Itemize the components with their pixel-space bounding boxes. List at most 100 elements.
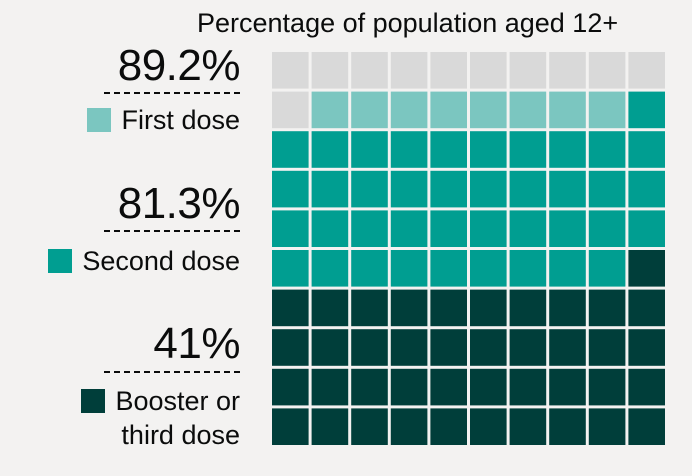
waffle-cell-second-dose xyxy=(628,91,665,129)
legend-label-second-dose: Second dose xyxy=(82,246,240,276)
waffle-cell-second-dose xyxy=(311,250,349,287)
waffle-cell-unvaccinated xyxy=(390,52,428,89)
waffle-cell-second-dose xyxy=(549,250,586,287)
waffle-cell-second-dose xyxy=(549,210,586,247)
waffle-cell-booster xyxy=(351,368,388,406)
waffle-cell-booster xyxy=(588,329,626,366)
waffle-cell-booster xyxy=(311,368,349,406)
waffle-cell-second-dose xyxy=(311,131,349,168)
waffle-cell-second-dose xyxy=(588,250,626,287)
waffle-cell-booster xyxy=(549,408,586,445)
waffle-cell-second-dose xyxy=(272,210,309,247)
waffle-cell-unvaccinated xyxy=(351,52,388,89)
waffle-cell-second-dose xyxy=(628,131,665,168)
waffle-cell-unvaccinated xyxy=(588,52,626,89)
waffle-cell-booster xyxy=(628,250,665,287)
waffle-cell-second-dose xyxy=(272,250,309,287)
waffle-cell-booster xyxy=(311,289,349,327)
waffle-cell-booster xyxy=(628,329,665,366)
waffle-cell-booster xyxy=(509,289,547,327)
waffle-cell-unvaccinated xyxy=(628,52,665,89)
waffle-cell-first-dose xyxy=(549,91,586,129)
waffle-cell-booster xyxy=(549,368,586,406)
waffle-cell-booster xyxy=(628,368,665,406)
waffle-cell-second-dose xyxy=(351,131,388,168)
waffle-cell-second-dose xyxy=(430,131,467,168)
waffle-cell-second-dose xyxy=(509,131,547,168)
waffle-cell-booster xyxy=(509,329,547,366)
waffle-cell-booster xyxy=(351,408,388,445)
first-dose-percent: 89.2% xyxy=(117,41,241,90)
waffle-cell-booster xyxy=(628,408,665,445)
waffle-cell-first-dose xyxy=(311,91,349,129)
waffle-cell-booster xyxy=(272,368,309,406)
waffle-cell-booster xyxy=(588,368,626,406)
waffle-cell-booster xyxy=(549,289,586,327)
waffle-cell-booster xyxy=(470,329,507,366)
waffle-cell-second-dose xyxy=(311,210,349,247)
legend-booster: Booster or third dose xyxy=(81,384,240,452)
waffle-cell-unvaccinated xyxy=(272,91,309,129)
waffle-cell-unvaccinated xyxy=(430,52,467,89)
waffle-cell-first-dose xyxy=(430,91,467,129)
booster-divider xyxy=(104,371,240,373)
legend-label-booster-line2: third dose xyxy=(121,420,240,450)
waffle-cell-second-dose xyxy=(390,210,428,247)
waffle-cell-first-dose xyxy=(588,91,626,129)
legend-second-dose: Second dose xyxy=(48,244,240,278)
waffle-cell-second-dose xyxy=(470,250,507,287)
waffle-cell-unvaccinated xyxy=(509,52,547,89)
booster-percent: 41% xyxy=(153,319,240,368)
waffle-cell-first-dose xyxy=(470,91,507,129)
waffle-cell-booster xyxy=(272,408,309,445)
legend-label-first-dose: First dose xyxy=(121,105,240,135)
waffle-cell-first-dose xyxy=(351,91,388,129)
waffle-cell-first-dose xyxy=(390,91,428,129)
waffle-cell-second-dose xyxy=(549,170,586,208)
waffle-cell-second-dose xyxy=(470,170,507,208)
waffle-cell-booster xyxy=(549,329,586,366)
waffle-cell-booster xyxy=(390,329,428,366)
waffle-cell-second-dose xyxy=(588,210,626,247)
first-dose-divider xyxy=(104,92,240,94)
waffle-cell-second-dose xyxy=(628,170,665,208)
waffle-cell-booster xyxy=(311,408,349,445)
waffle-cell-booster xyxy=(390,289,428,327)
waffle-cell-unvaccinated xyxy=(311,52,349,89)
legend-first-dose: First dose xyxy=(87,103,240,137)
waffle-cell-second-dose xyxy=(390,131,428,168)
waffle-cell-booster xyxy=(430,289,467,327)
waffle-cell-unvaccinated xyxy=(549,52,586,89)
waffle-cell-booster xyxy=(390,408,428,445)
waffle-cell-booster xyxy=(311,329,349,366)
waffle-cell-booster xyxy=(509,368,547,406)
waffle-cell-second-dose xyxy=(390,250,428,287)
waffle-cell-second-dose xyxy=(549,131,586,168)
waffle-cell-unvaccinated xyxy=(470,52,507,89)
waffle-cell-second-dose xyxy=(430,170,467,208)
waffle-cell-second-dose xyxy=(470,210,507,247)
waffle-cell-booster xyxy=(588,408,626,445)
waffle-cell-booster xyxy=(430,329,467,366)
waffle-cell-booster xyxy=(272,329,309,366)
waffle-cell-booster xyxy=(351,289,388,327)
waffle-cell-second-dose xyxy=(390,170,428,208)
second-dose-divider xyxy=(104,230,240,232)
waffle-cell-second-dose xyxy=(351,250,388,287)
waffle-cell-second-dose xyxy=(430,210,467,247)
waffle-cell-booster xyxy=(470,408,507,445)
waffle-cell-second-dose xyxy=(628,210,665,247)
waffle-cell-second-dose xyxy=(430,250,467,287)
waffle-cell-booster xyxy=(430,368,467,406)
legend-swatch-second-dose xyxy=(48,249,73,273)
waffle-cell-booster xyxy=(272,289,309,327)
waffle-cell-second-dose xyxy=(311,170,349,208)
waffle-cell-booster xyxy=(470,368,507,406)
waffle-cell-second-dose xyxy=(351,210,388,247)
waffle-cell-booster xyxy=(351,329,388,366)
legend-swatch-booster xyxy=(81,389,106,413)
waffle-cell-second-dose xyxy=(272,131,309,168)
waffle-cell-booster xyxy=(470,289,507,327)
waffle-cell-second-dose xyxy=(470,131,507,168)
legend-label-booster-line1: Booster or xyxy=(115,386,240,416)
